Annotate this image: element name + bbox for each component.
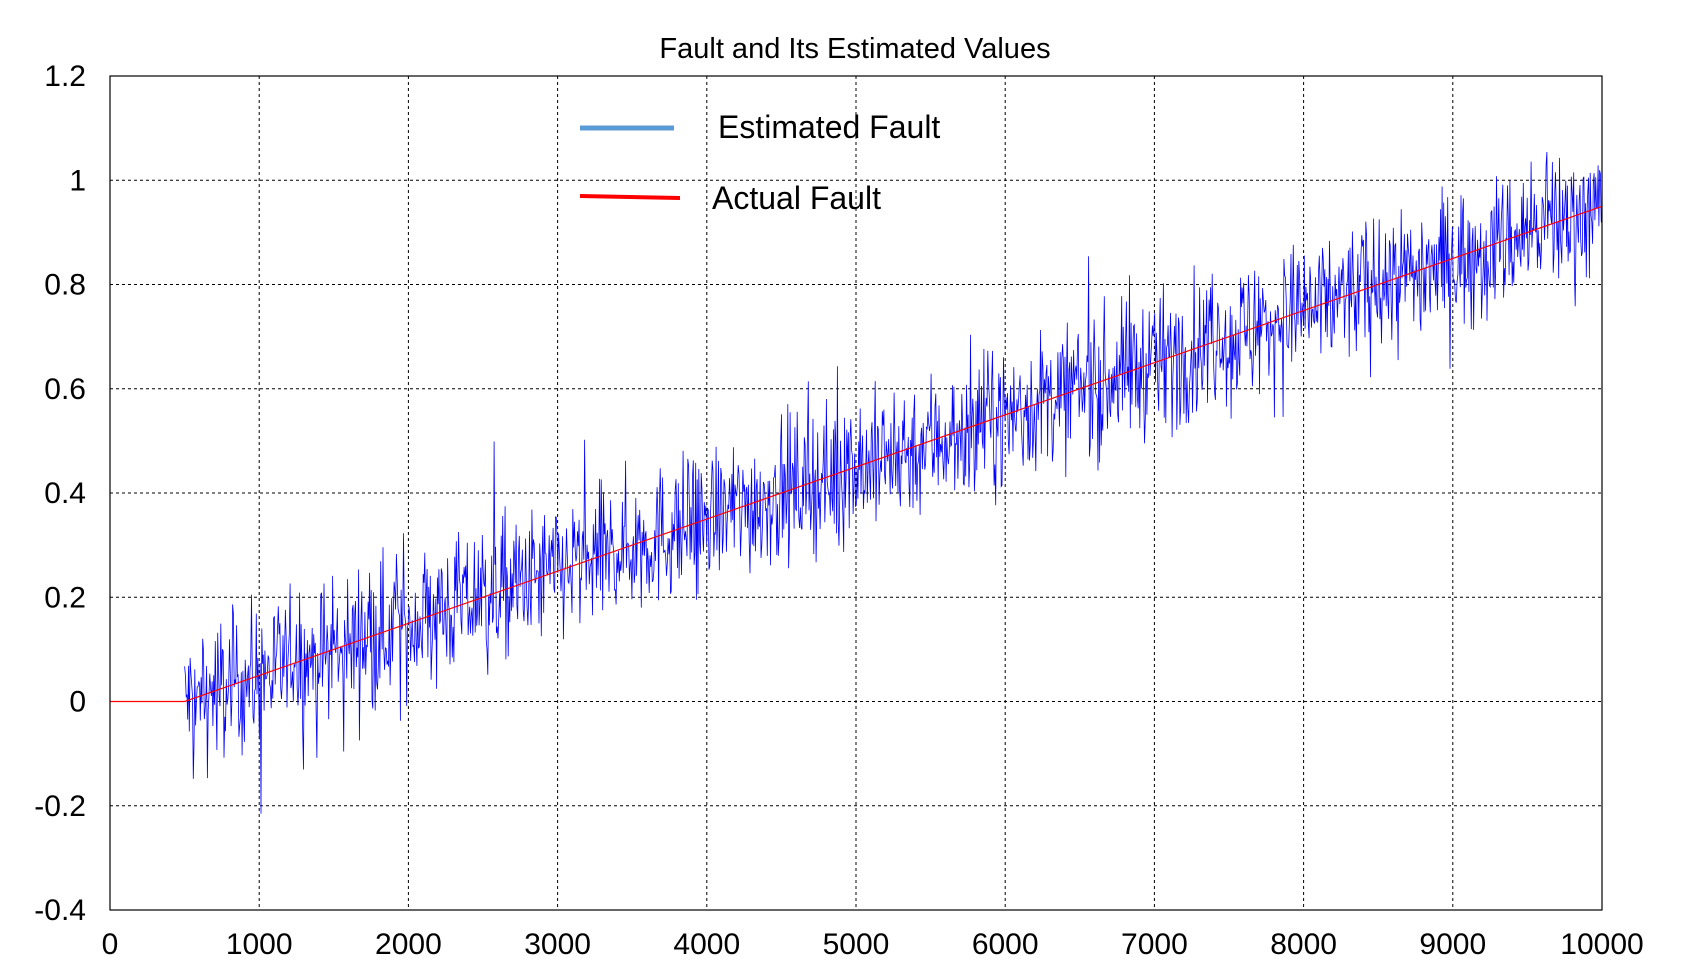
plot-frame (109, 75, 1603, 911)
x-tick-label: 8000 (1270, 928, 1337, 961)
y-tick-label: 0.2 (44, 581, 86, 614)
grid-layer (110, 76, 1602, 910)
x-tick-label: 1000 (226, 928, 293, 961)
y-tick-label: -0.4 (34, 894, 86, 927)
x-tick-label: 3000 (524, 928, 591, 961)
x-tick-label: 6000 (972, 928, 1039, 961)
tick-layer: 0 1000 2000 3000 4000 5000 6000 7000 8000 9000 100… (34, 60, 1643, 961)
x-tick-label: 4000 (673, 928, 740, 961)
legend: Estimated Fault Actual Fault (579, 109, 940, 216)
x-tick-label: 5000 (823, 928, 890, 961)
chart-title: Fault and Its Estimated Values (659, 33, 1050, 65)
y-tick-label: -0.2 (34, 790, 86, 823)
y-tick-label: 0.6 (44, 373, 86, 406)
y-tick-label: 0.4 (44, 477, 86, 510)
legend-swatch-actual-fault (579, 194, 681, 200)
x-tick-label: 2000 (375, 928, 442, 961)
series-actual-fault-line (110, 205, 1603, 703)
x-tick-label: 10000 (1560, 928, 1643, 961)
series-estimated-fault-line (184, 151, 1603, 814)
series-layer (110, 151, 1603, 814)
y-tick-label: 0 (69, 686, 86, 719)
x-tick-label: 7000 (1121, 928, 1188, 961)
legend-label-estimated-fault: Estimated Fault (718, 109, 940, 145)
y-tick-label: 0.8 (44, 269, 86, 302)
x-tick-label: 9000 (1419, 928, 1486, 961)
y-tick-label: 1 (69, 164, 86, 197)
x-tick-label: 0 (102, 928, 119, 961)
legend-label-actual-fault: Actual Fault (712, 180, 881, 216)
y-tick-label: 1.2 (44, 60, 86, 93)
